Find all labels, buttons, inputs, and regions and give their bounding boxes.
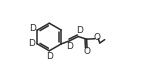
Text: D: D	[29, 24, 36, 33]
Text: O: O	[84, 47, 91, 56]
Text: D: D	[46, 52, 53, 61]
Text: D: D	[76, 26, 83, 35]
Text: O: O	[93, 33, 100, 42]
Text: D: D	[66, 42, 73, 51]
Text: D: D	[29, 39, 35, 48]
